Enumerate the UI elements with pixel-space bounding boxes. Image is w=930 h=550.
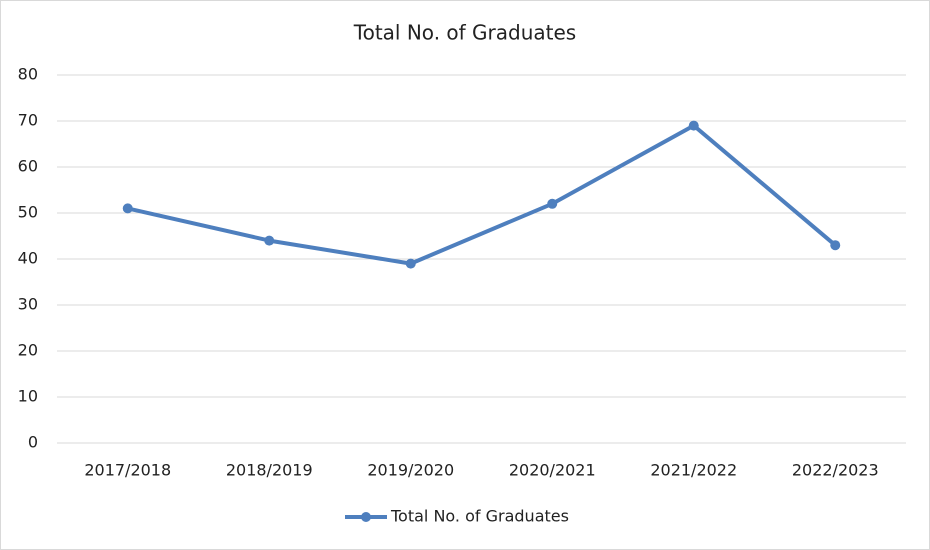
legend-marker <box>361 512 371 522</box>
x-tick-label: 2019/2020 <box>367 461 454 480</box>
y-tick-label: 50 <box>18 203 38 222</box>
y-tick-label: 60 <box>18 157 38 176</box>
y-tick-label: 30 <box>18 295 38 314</box>
chart-title: Total No. of Graduates <box>353 21 576 45</box>
data-point <box>405 258 416 269</box>
x-tick-label: 2020/2021 <box>509 461 596 480</box>
x-tick-label: 2018/2019 <box>226 461 313 480</box>
series-line <box>127 123 837 266</box>
y-tick-label: 80 <box>18 65 38 84</box>
x-tick-label: 2022/2023 <box>792 461 879 480</box>
y-tick-label: 0 <box>28 433 38 452</box>
y-tick-label: 10 <box>18 387 38 406</box>
data-point <box>264 235 275 246</box>
y-tick-label: 70 <box>18 111 38 130</box>
y-tick-label: 40 <box>18 249 38 268</box>
legend-label: Total No. of Graduates <box>390 507 569 526</box>
x-tick-label: 2017/2018 <box>84 461 171 480</box>
data-point <box>122 203 133 214</box>
data-point <box>688 120 699 131</box>
x-tick-label: 2021/2022 <box>650 461 737 480</box>
data-point <box>830 240 841 251</box>
y-tick-label: 20 <box>18 341 38 360</box>
data-point <box>547 198 558 209</box>
